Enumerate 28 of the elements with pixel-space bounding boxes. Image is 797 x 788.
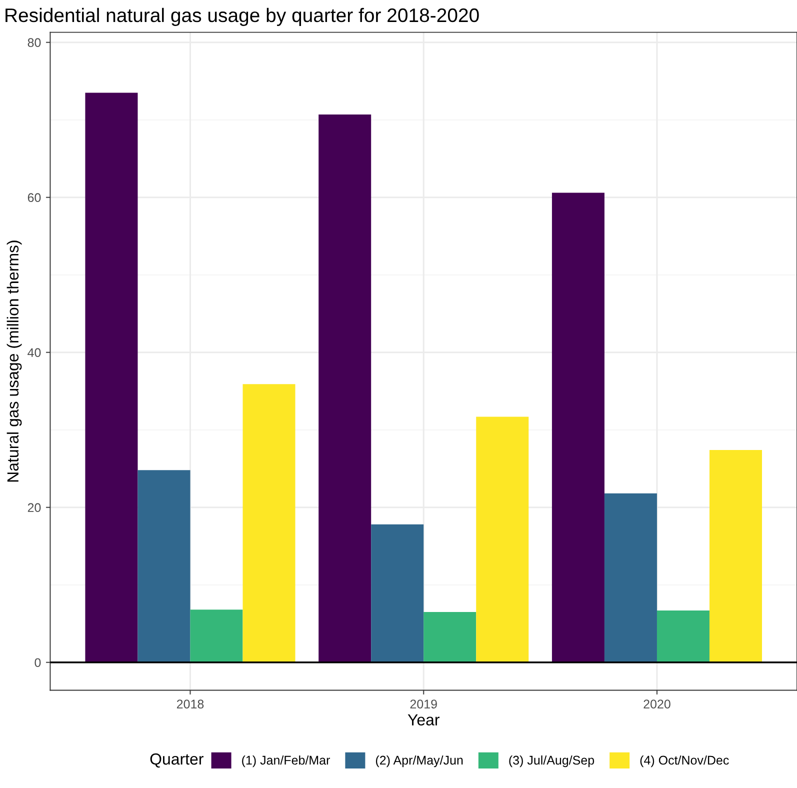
bar (318, 114, 372, 662)
y-tick-label: 80 (28, 38, 41, 48)
chart-title: Residential natural gas usage by quarter for 2018-2020 (6, 8, 479, 26)
legend-title: Quarter (150, 753, 204, 768)
bar (476, 416, 529, 662)
bar (424, 612, 476, 662)
y-tick-label: 20 (28, 503, 41, 512)
bar (552, 192, 604, 662)
x-tick-label: 2020 (644, 700, 670, 708)
bar (656, 610, 710, 662)
bar (371, 524, 424, 662)
x-axis-title: Year (408, 714, 440, 726)
x-tick-label: 2019 (410, 700, 437, 708)
bar (242, 384, 296, 662)
bar (190, 610, 243, 662)
bar (138, 470, 190, 662)
y-tick-label: 40 (28, 348, 41, 358)
legend-label: (1) Jan/Feb/Mar (242, 755, 330, 768)
bar (85, 92, 138, 662)
y-axis-title: Natural gas usage (million therms) (6, 240, 22, 482)
bar (709, 450, 762, 662)
legend-label: (2) Apr/May/Jun (376, 755, 463, 768)
y-tick-label: 60 (28, 193, 41, 202)
legend-label: (3) Jul/Aug/Sep (509, 755, 594, 768)
legend-label: (4) Oct/Nov/Dec (640, 755, 729, 768)
x-tick-label: 2018 (176, 700, 204, 708)
bar (604, 493, 657, 662)
y-tick-label: 0 (34, 658, 41, 668)
